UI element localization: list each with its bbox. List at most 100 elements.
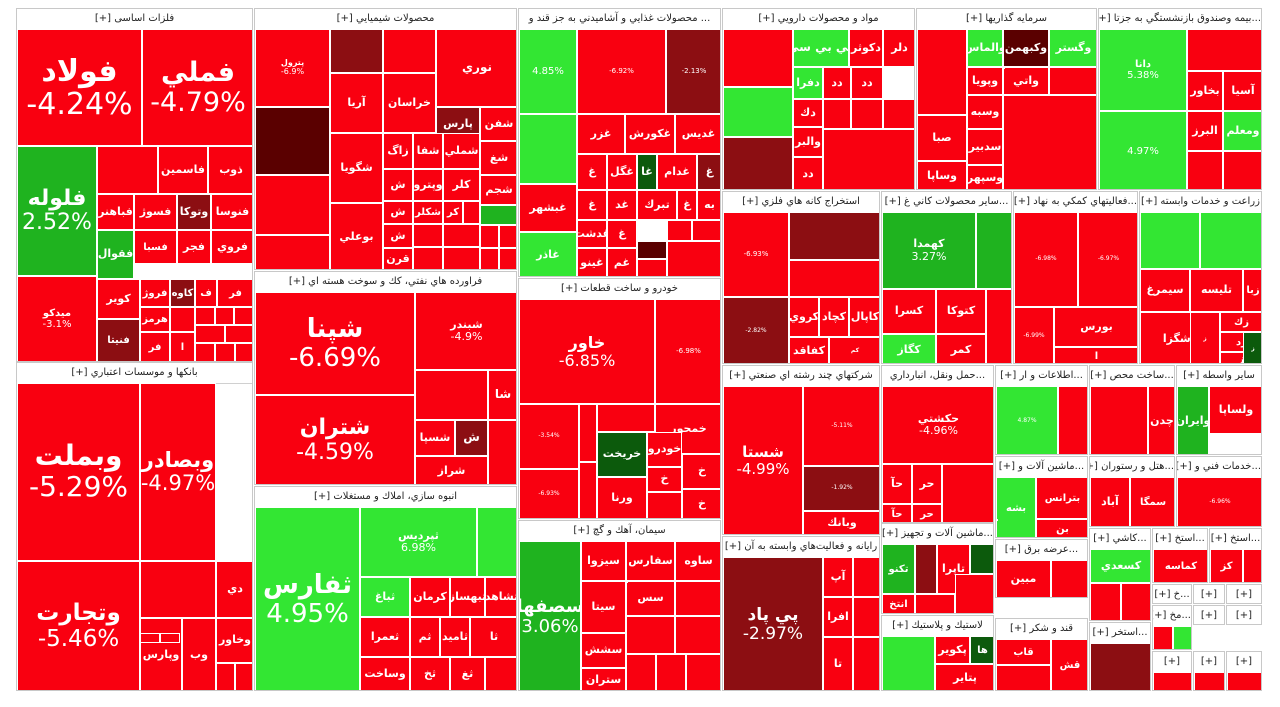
sector-header[interactable]: زراعت و خدمات وابسته [+] [1140, 192, 1261, 213]
sector-header[interactable]: سرمايه گذاريها [+] [917, 9, 1096, 30]
stock-tile[interactable]: ساوه [675, 541, 720, 581]
stock-tile[interactable]: -1.92% [803, 466, 879, 511]
stock-tile[interactable]: خودرو [647, 432, 682, 467]
stock-tile[interactable]: كلر [443, 169, 480, 201]
stock-tile[interactable]: وتوكا [177, 194, 211, 230]
stock-tile[interactable]: غكورش [625, 114, 675, 154]
stock-tile[interactable]: خريخت [597, 432, 647, 477]
sector-header[interactable]: لاستيك و پلاستيك [+] [882, 616, 993, 637]
stock-tile[interactable] [667, 220, 692, 241]
stock-tile[interactable]: غينو [577, 248, 607, 276]
sector-header[interactable]: [+] [1227, 652, 1261, 673]
stock-tile[interactable]: ثم [410, 617, 440, 657]
stock-tile[interactable] [415, 370, 488, 420]
stock-tile[interactable]: ش [383, 224, 413, 248]
stock-tile[interactable]: حر [912, 504, 942, 522]
stock-tile[interactable]: -6.98% [1014, 212, 1078, 307]
stock-tile[interactable]: -6.93% [519, 469, 579, 518]
sector-header[interactable]: [+] [1194, 606, 1224, 624]
stock-tile[interactable] [255, 107, 330, 175]
stock-tile[interactable]: فروژ [140, 279, 170, 307]
stock-tile[interactable] [1194, 672, 1224, 690]
stock-tile[interactable]: كز [1210, 549, 1243, 582]
stock-tile[interactable]: وكبهمن [1003, 29, 1049, 67]
sector-header[interactable]: قند و شكر [+] [996, 619, 1087, 640]
stock-tile[interactable] [970, 544, 993, 574]
stock-tile[interactable] [413, 224, 443, 247]
stock-tile[interactable] [499, 248, 516, 269]
stock-tile[interactable]: وساپا [917, 161, 967, 189]
stock-tile[interactable]: ثباغ [360, 577, 410, 617]
stock-tile[interactable]: وساخت [360, 657, 410, 690]
stock-tile[interactable] [519, 114, 577, 184]
stock-tile[interactable] [97, 146, 158, 194]
stock-tile[interactable] [140, 561, 216, 618]
stock-tile[interactable]: كسعدي [1090, 549, 1150, 583]
stock-tile[interactable] [789, 260, 879, 297]
stock-tile[interactable] [823, 99, 851, 129]
stock-tile[interactable] [1187, 29, 1261, 71]
stock-tile[interactable]: كماسه [1153, 549, 1207, 582]
stock-tile[interactable]: به [697, 190, 720, 220]
sector-header[interactable]: فراورده هاي نفتي، كك و سوخت هسته اي [+] [255, 272, 516, 293]
stock-tile[interactable]: فجر [177, 230, 211, 264]
stock-tile[interactable] [160, 633, 180, 643]
stock-tile[interactable] [637, 259, 667, 276]
stock-tile[interactable] [1121, 583, 1150, 620]
stock-tile[interactable]: ثفارس 4.95% [255, 507, 360, 690]
stock-tile[interactable]: ثشاهد [485, 577, 516, 617]
stock-tile[interactable] [882, 636, 935, 690]
stock-tile[interactable] [499, 225, 516, 248]
stock-tile[interactable]: حآ [882, 504, 912, 522]
stock-tile[interactable]: ثامید [440, 617, 470, 657]
stock-tile[interactable]: فنوسا [211, 194, 252, 230]
stock-tile[interactable]: وبملت -5.29% [17, 383, 140, 561]
stock-tile[interactable] [637, 241, 667, 259]
stock-tile[interactable]: ز [1220, 352, 1261, 363]
stock-tile[interactable]: ثغ [450, 657, 485, 690]
stock-tile[interactable]: حآ [882, 464, 912, 504]
stock-tile[interactable]: -3.54% [519, 404, 579, 469]
stock-tile[interactable]: غ [577, 190, 607, 220]
stock-tile[interactable]: خ [682, 454, 720, 489]
stock-tile[interactable]: وسبه [967, 95, 1003, 129]
stock-tile[interactable] [1153, 672, 1191, 690]
stock-tile[interactable]: بورس [1054, 307, 1137, 347]
stock-tile[interactable] [195, 343, 215, 361]
stock-tile[interactable]: پي پاد -2.97% [723, 557, 823, 690]
stock-tile[interactable]: وبصادر -4.97% [140, 383, 216, 561]
sector-header[interactable]: [+] [1153, 652, 1191, 673]
stock-tile[interactable]: وخاور [216, 618, 252, 663]
stock-tile[interactable]: -6.98% [655, 299, 720, 404]
stock-tile[interactable] [383, 29, 436, 73]
stock-tile[interactable] [723, 29, 793, 87]
stock-tile[interactable] [723, 137, 793, 189]
stock-tile[interactable]: فروي [211, 230, 252, 264]
stock-tile[interactable] [1003, 95, 1096, 189]
stock-tile[interactable] [443, 224, 480, 247]
sector-header[interactable]: ...استخ [+] [1210, 529, 1261, 550]
stock-tile[interactable]: پكوير [935, 636, 970, 664]
stock-tile[interactable]: كاپال [849, 297, 879, 337]
stock-tile[interactable]: ثا [470, 617, 516, 657]
stock-tile[interactable]: كتوكا [936, 289, 986, 334]
stock-tile[interactable] [853, 597, 879, 637]
sector-header[interactable]: ...ساير محصولات كاني غ [+] [882, 192, 1011, 213]
sector-header[interactable]: ...اطلاعات و ار [+] [996, 366, 1087, 387]
stock-tile[interactable]: شجم [480, 175, 516, 205]
stock-tile[interactable] [477, 507, 516, 577]
stock-tile[interactable] [255, 235, 330, 269]
stock-tile[interactable]: -6.97% [1078, 212, 1137, 307]
stock-tile[interactable]: پترول -6.9% [255, 29, 330, 107]
sector-header[interactable]: انبوه سازي، املاك و مستغلات [+] [255, 487, 516, 508]
stock-tile[interactable]: شا [488, 370, 516, 420]
stock-tile[interactable]: وايران [1177, 386, 1209, 454]
stock-tile[interactable]: وپويا [967, 67, 1003, 95]
stock-tile[interactable]: تبرك [637, 190, 677, 220]
stock-tile[interactable] [851, 99, 883, 129]
stock-tile[interactable]: -2.13% [666, 29, 720, 114]
stock-tile[interactable] [215, 307, 234, 325]
stock-tile[interactable] [976, 212, 1011, 289]
stock-tile[interactable]: شكلر [413, 201, 443, 224]
stock-tile[interactable]: -2.82% [723, 297, 789, 363]
